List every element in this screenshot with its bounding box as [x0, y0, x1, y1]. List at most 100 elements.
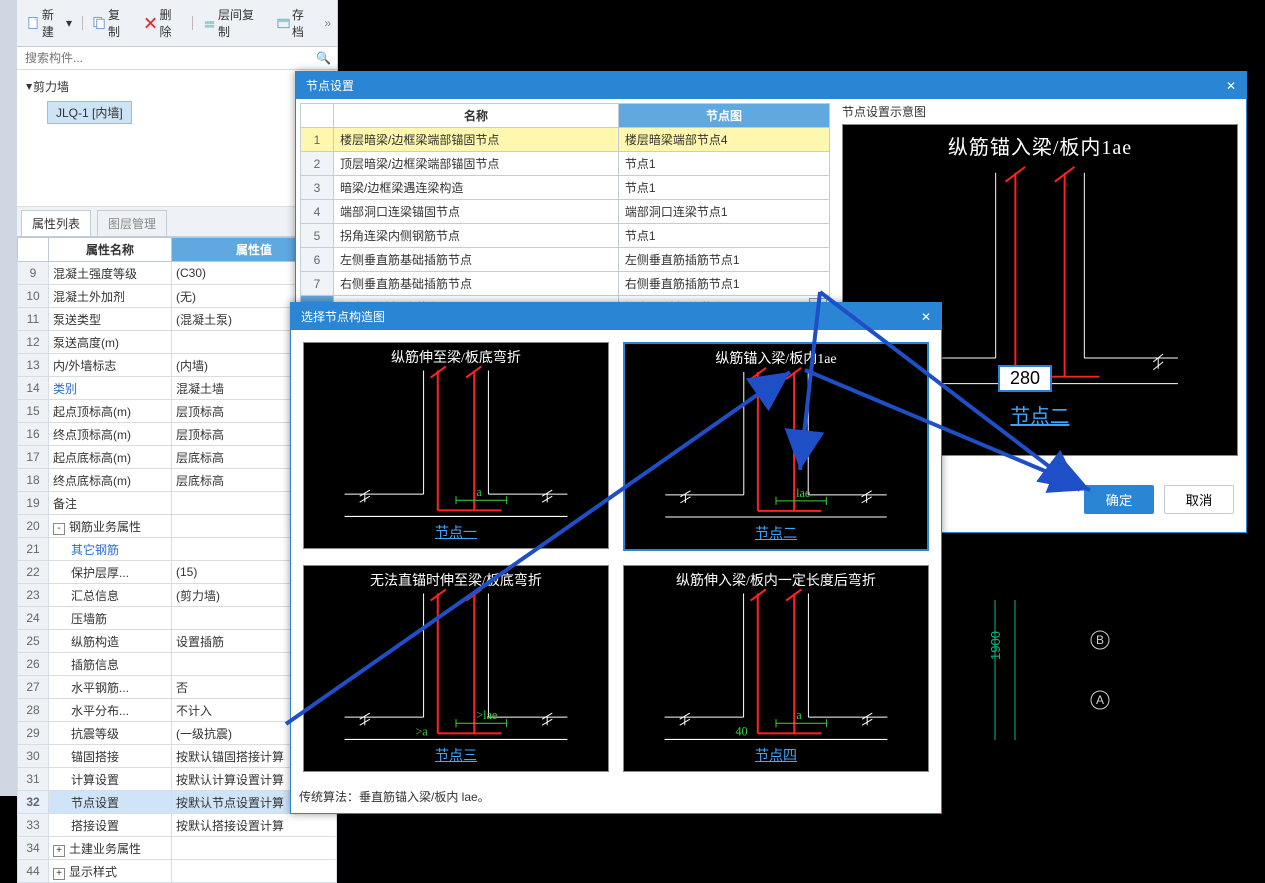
prop-row[interactable]: 23汇总信息(剪力墙): [18, 584, 337, 607]
prop-row[interactable]: 14类别混凝土墙: [18, 377, 337, 400]
prop-row[interactable]: 34+土建业务属性: [18, 837, 337, 860]
prop-row[interactable]: 26插筋信息: [18, 653, 337, 676]
search-input[interactable]: [23, 50, 316, 66]
preview-link[interactable]: 节点二: [1010, 406, 1069, 428]
prop-row[interactable]: 25纵筋构造设置插筋: [18, 630, 337, 653]
card-link[interactable]: 节点二: [625, 523, 927, 543]
row-num: 21: [18, 538, 49, 561]
card-link[interactable]: 节点一: [304, 522, 608, 542]
row-key: 混凝土强度等级: [49, 262, 172, 285]
prop-row[interactable]: 31计算设置按默认计算设置计算: [18, 768, 337, 791]
prop-row[interactable]: 16终点顶标高(m)层顶标高: [18, 423, 337, 446]
prop-h-name: 属性名称: [49, 238, 172, 262]
delete-label: 删除: [160, 6, 182, 40]
prop-row[interactable]: 30锚固搭接按默认锚固搭接计算: [18, 745, 337, 768]
preview-value-input[interactable]: 280: [998, 365, 1052, 392]
card-link[interactable]: 节点三: [304, 745, 608, 765]
ns-img[interactable]: 左侧垂直筋插筋节点1: [618, 248, 829, 272]
copy-button[interactable]: 复制: [89, 4, 134, 42]
prop-row[interactable]: 22保护层厚...(15): [18, 561, 337, 584]
svg-text:40: 40: [735, 724, 747, 738]
node-card-3[interactable]: 无法直锚时伸至梁/板底弯折>lae>a节点三: [303, 565, 609, 772]
node-card-2[interactable]: 纵筋锚入梁/板内1aelae节点二: [623, 342, 929, 551]
prop-row[interactable]: 11泵送类型(混凝土泵): [18, 308, 337, 331]
node-card-1[interactable]: 纵筋伸至梁/板底弯折a节点一: [303, 342, 609, 549]
prop-row[interactable]: 9混凝土强度等级(C30): [18, 262, 337, 285]
row-num: 13: [18, 354, 49, 377]
dialog-title-bar[interactable]: 节点设置 ✕: [296, 72, 1246, 99]
ns-img[interactable]: 节点1: [618, 224, 829, 248]
ns-name: 暗梁/边框梁遇连梁构造: [334, 176, 619, 200]
row-key: 终点顶标高(m): [49, 423, 172, 446]
row-num: 11: [18, 308, 49, 331]
tree-root[interactable]: 剪力墙: [27, 78, 327, 95]
prop-row[interactable]: 28水平分布...不计入: [18, 699, 337, 722]
prop-row[interactable]: 17起点底标高(m)层底标高: [18, 446, 337, 469]
ns-img[interactable]: 节点1: [618, 176, 829, 200]
row-value[interactable]: [172, 837, 337, 860]
prop-row[interactable]: 29抗震等级(一级抗震): [18, 722, 337, 745]
archive-button[interactable]: 存档: [273, 4, 318, 42]
row-value[interactable]: 按默认搭接设置计算: [172, 814, 337, 837]
row-key: 保护层厚...: [49, 561, 172, 584]
new-icon: [27, 16, 40, 30]
svg-text:a: a: [796, 708, 802, 722]
toolbar-more[interactable]: »: [324, 16, 331, 30]
ns-row[interactable]: 1楼层暗梁/边框梁端部锚固节点楼层暗梁端部节点4: [301, 128, 830, 152]
separator: [82, 16, 83, 30]
ns-img[interactable]: 端部洞口连梁节点1: [618, 200, 829, 224]
prop-row[interactable]: 15起点顶标高(m)层顶标高: [18, 400, 337, 423]
search-icon[interactable]: 🔍: [316, 51, 331, 65]
card-diagram: lae: [625, 344, 927, 549]
prop-row[interactable]: 13内/外墙标志(内墙): [18, 354, 337, 377]
row-key: 泵送高度(m): [49, 331, 172, 354]
row-key: 泵送类型: [49, 308, 172, 331]
close-icon[interactable]: ✕: [1226, 79, 1236, 93]
new-button[interactable]: 新建 ▾: [23, 4, 76, 42]
ns-row[interactable]: 4端部洞口连梁锚固节点端部洞口连梁节点1: [301, 200, 830, 224]
row-key: 抗震等级: [49, 722, 172, 745]
row-num: 18: [18, 469, 49, 492]
delete-button[interactable]: 删除: [140, 4, 185, 42]
dialog-title-bar[interactable]: 选择节点构造图 ✕: [291, 303, 941, 330]
ns-name: 顶层暗梁/边框梁端部锚固节点: [334, 152, 619, 176]
row-num: 16: [18, 423, 49, 446]
ns-row[interactable]: 5拐角连梁内侧钢筋节点节点1: [301, 224, 830, 248]
ns-row[interactable]: 2顶层暗梁/边框梁端部锚固节点节点1: [301, 152, 830, 176]
ns-img[interactable]: 右侧垂直筋插筋节点1: [618, 272, 829, 296]
row-num: 31: [18, 768, 49, 791]
cancel-button[interactable]: 取消: [1164, 485, 1234, 514]
prop-row[interactable]: 19备注: [18, 492, 337, 515]
tab-properties[interactable]: 属性列表: [21, 210, 91, 236]
prop-row[interactable]: 33搭接设置按默认搭接设置计算: [18, 814, 337, 837]
component-tree: 剪力墙 JLQ-1 [内墙]: [17, 70, 337, 207]
ns-row[interactable]: 7右侧垂直筋基础插筋节点右侧垂直筋插筋节点1: [301, 272, 830, 296]
row-key: 终点底标高(m): [49, 469, 172, 492]
prop-row[interactable]: 44+显示样式: [18, 860, 337, 883]
prop-row[interactable]: 27水平钢筋...否: [18, 676, 337, 699]
prop-row[interactable]: 10混凝土外加剂(无): [18, 285, 337, 308]
prop-row[interactable]: 32节点设置按默认节点设置计算⋯: [18, 791, 337, 814]
prop-row[interactable]: 24压墙筋: [18, 607, 337, 630]
tree-item-jlq1[interactable]: JLQ-1 [内墙]: [47, 101, 132, 124]
prop-rows: 9混凝土强度等级(C30)10混凝土外加剂(无)11泵送类型(混凝土泵)12泵送…: [18, 262, 337, 883]
prop-row[interactable]: 12泵送高度(m): [18, 331, 337, 354]
ns-row[interactable]: 3暗梁/边框梁遇连梁构造节点1: [301, 176, 830, 200]
ns-img[interactable]: 节点1: [618, 152, 829, 176]
ok-button[interactable]: 确定: [1084, 485, 1154, 514]
row-value[interactable]: [172, 860, 337, 883]
panel-tabs: 属性列表 图层管理: [17, 207, 337, 237]
card-link[interactable]: 节点四: [624, 745, 928, 765]
ns-rows: 1楼层暗梁/边框梁端部锚固节点楼层暗梁端部节点42顶层暗梁/边框梁端部锚固节点节…: [301, 128, 830, 320]
ns-img[interactable]: 楼层暗梁端部节点4: [618, 128, 829, 152]
ns-row[interactable]: 6左侧垂直筋基础插筋节点左侧垂直筋插筋节点1: [301, 248, 830, 272]
tab-layers[interactable]: 图层管理: [97, 210, 167, 236]
prop-row[interactable]: 21其它钢筋: [18, 538, 337, 561]
prop-row[interactable]: 20-钢筋业务属性: [18, 515, 337, 538]
node-card-4[interactable]: 纵筋伸入梁/板内一定长度后弯折a40节点四: [623, 565, 929, 772]
close-icon[interactable]: ✕: [921, 310, 931, 324]
layercopy-button[interactable]: 层间复制: [199, 4, 267, 42]
row-num: 24: [18, 607, 49, 630]
row-num: 12: [18, 331, 49, 354]
prop-row[interactable]: 18终点底标高(m)层底标高: [18, 469, 337, 492]
